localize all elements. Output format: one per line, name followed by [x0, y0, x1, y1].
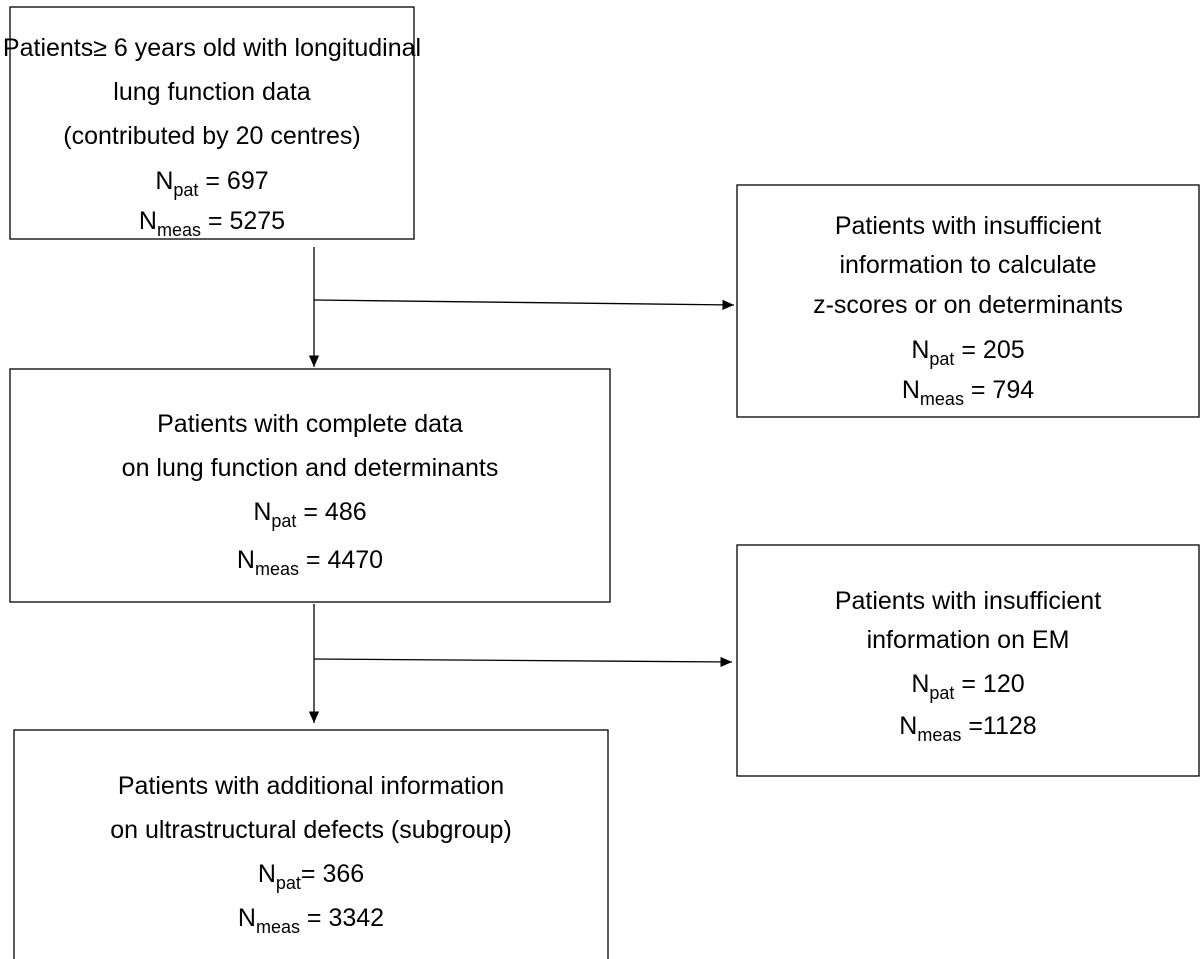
node: Patients with additional information on u… [13, 729, 609, 959]
count-line: Nmeas =1128 [899, 712, 1036, 745]
arrow [313, 299, 735, 311]
count-line: Npat= 366 [258, 860, 364, 893]
count-line: Nmeas = 4470 [237, 546, 383, 579]
node-box [736, 544, 1200, 777]
count-subscript: meas [256, 917, 300, 937]
count-symbol: N [899, 712, 917, 740]
node-text: lung function data [113, 78, 310, 106]
count-subscript: pat [173, 180, 198, 200]
count-value: = 697 [198, 167, 268, 195]
node-text: information on EM [867, 626, 1070, 654]
count-line: Nmeas = 3342 [238, 904, 384, 937]
count-value: = 205 [954, 336, 1024, 364]
boxes: Patients≥ 6 years old with longitudinal l… [3, 6, 1200, 959]
count-subscript: meas [157, 220, 201, 240]
node: Patients with insufficient information on… [736, 544, 1200, 777]
count-line: Nmeas = 5275 [139, 207, 285, 240]
count-symbol: N [902, 376, 920, 404]
node: Patients≥ 6 years old with longitudinal l… [3, 6, 421, 240]
node-text: Patients with complete data [157, 410, 463, 438]
count-subscript: pat [276, 873, 301, 893]
count-value: = 4470 [299, 546, 383, 574]
count-value: = 366 [301, 860, 364, 888]
count-line: Npat = 486 [253, 498, 366, 531]
count-subscript: pat [271, 511, 296, 531]
node-text: on lung function and determinants [122, 454, 499, 482]
count-subscript: pat [929, 349, 954, 369]
node: Patients with insufficient information to… [736, 184, 1200, 418]
count-line: Nmeas = 794 [902, 376, 1034, 409]
count-value: =1128 [961, 712, 1036, 740]
count-subscript: meas [255, 559, 299, 579]
count-symbol: N [139, 207, 157, 235]
count-symbol: N [911, 336, 929, 364]
count-value: = 5275 [201, 207, 285, 235]
count-symbol: N [253, 498, 271, 526]
count-symbol: N [238, 904, 256, 932]
count-symbol: N [258, 860, 276, 888]
node-text: information to calculate [839, 251, 1096, 279]
node: Patients with complete data on lung funct… [9, 368, 611, 603]
count-symbol: N [155, 167, 173, 195]
count-value: = 486 [296, 498, 366, 526]
node-text: Patients with additional information [118, 772, 504, 800]
count-value: = 3342 [300, 904, 384, 932]
node-text: Patients with insufficient [835, 212, 1101, 240]
node-text: Patients≥ 6 years old with longitudinal [3, 34, 421, 62]
count-symbol: N [911, 670, 929, 698]
count-value: = 794 [964, 376, 1034, 404]
node-text: on ultrastructural defects (subgroup) [110, 816, 512, 844]
count-value: = 120 [954, 670, 1024, 698]
node-text: (contributed by 20 centres) [63, 122, 360, 150]
node-box [9, 6, 415, 240]
node-box [9, 368, 611, 603]
node-box [13, 729, 609, 959]
node-text: z-scores or on determinants [813, 291, 1123, 319]
node-box [736, 184, 1200, 418]
count-line: Npat = 697 [155, 167, 268, 200]
arrow [313, 656, 733, 668]
count-subscript: meas [920, 389, 964, 409]
count-line: Npat = 120 [911, 670, 1024, 703]
node-text: Patients with insufficient [835, 587, 1101, 615]
count-symbol: N [237, 546, 255, 574]
count-subscript: meas [917, 725, 961, 745]
count-subscript: pat [929, 683, 954, 703]
count-line: Npat = 205 [911, 336, 1024, 369]
